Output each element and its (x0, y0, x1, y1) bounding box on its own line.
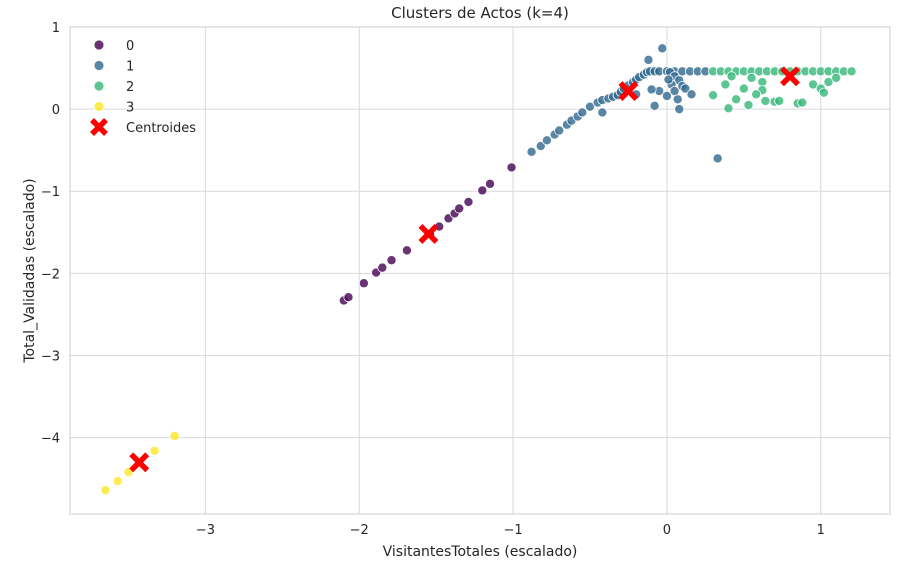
data-point-cluster-1 (643, 54, 654, 65)
data-point-cluster-0 (463, 196, 474, 207)
data-point-cluster-2 (808, 79, 819, 90)
data-point-cluster-1 (554, 125, 565, 136)
chart-title: Clusters de Actos (k=4) (391, 4, 569, 22)
legend-label: 0 (126, 39, 134, 54)
data-point-cluster-2 (823, 77, 834, 88)
data-point-cluster-0 (454, 203, 465, 214)
data-point-cluster-3 (123, 467, 134, 478)
data-point-cluster-1 (674, 104, 685, 115)
x-tick-label: −1 (503, 523, 522, 538)
data-point-cluster-2 (720, 79, 731, 90)
data-point-cluster-1 (712, 153, 723, 164)
data-point-cluster-2 (738, 83, 749, 94)
data-point-cluster-2 (774, 95, 785, 106)
y-tick-label: −2 (41, 267, 60, 282)
data-point-cluster-1 (680, 83, 691, 94)
data-point-cluster-0 (343, 292, 354, 303)
legend-centroid-marker (90, 118, 108, 136)
data-point-cluster-1 (646, 84, 657, 95)
data-point-cluster-1 (585, 101, 596, 112)
data-point-cluster-3 (100, 485, 111, 496)
x-tick-label: −2 (350, 523, 369, 538)
data-point-cluster-0 (386, 255, 397, 266)
data-point-cluster-2 (797, 97, 808, 108)
legend-marker (93, 80, 105, 92)
data-point-cluster-2 (726, 71, 737, 82)
y-axis-label: Total_Validadas (escalado) (22, 178, 38, 363)
legend-marker (93, 60, 105, 71)
data-point-cluster-1 (669, 86, 680, 97)
data-point-cluster-1 (597, 107, 608, 118)
data-point-cluster-0 (401, 245, 412, 256)
data-point-cluster-2 (731, 94, 742, 105)
data-point-cluster-1 (661, 90, 672, 101)
data-point-cluster-0 (358, 278, 369, 289)
legend-label: 1 (126, 60, 134, 75)
y-tick-label: 1 (52, 21, 60, 36)
data-point-cluster-1 (577, 107, 588, 118)
data-point-cluster-0 (484, 178, 495, 189)
legend-item-centroides: Centroides (90, 118, 196, 136)
legend-marker (93, 101, 105, 112)
data-point-cluster-3 (149, 445, 160, 456)
data-point-cluster-2 (751, 89, 762, 100)
legend-item-3: 3 (93, 101, 134, 116)
data-point-cluster-1 (657, 43, 668, 54)
centroid-marker (418, 224, 439, 244)
centroid-marker (129, 452, 150, 473)
legend-item-0: 0 (93, 39, 134, 54)
y-tick-label: 0 (52, 103, 60, 118)
data-point-cluster-1 (526, 146, 537, 157)
data-point-cluster-1 (541, 135, 552, 146)
x-tick-label: −3 (196, 523, 215, 538)
y-tick-label: −1 (41, 185, 60, 200)
data-point-cluster-2 (846, 66, 857, 77)
data-point-cluster-1 (649, 100, 660, 111)
legend-item-1: 1 (93, 60, 134, 75)
data-point-cluster-2 (831, 72, 842, 83)
legend: 0 1 2 3 Centroides (90, 39, 196, 136)
plot-frame (69, 26, 891, 515)
centroid-marker (618, 81, 639, 102)
data-point-cluster-2 (818, 87, 829, 98)
legend-label: Centroides (126, 121, 196, 136)
y-tick-label: −4 (41, 432, 60, 447)
data-point-cluster-1 (535, 141, 546, 152)
tick-labels: −3 −2 −1 0 1 1 0 −1 −2 −3 −4 (41, 21, 825, 538)
x-tick-label: 0 (663, 523, 671, 538)
data-point-cluster-0 (477, 185, 488, 196)
data-point-cluster-1 (686, 89, 697, 100)
y-tick-label: −3 (41, 349, 60, 364)
data-point-cluster-2 (708, 90, 719, 101)
legend-label: 2 (126, 80, 134, 95)
data-point-cluster-2 (746, 72, 757, 83)
x-tick-label: 1 (817, 523, 825, 538)
centroid-markers (129, 66, 800, 473)
data-point-cluster-2 (743, 100, 754, 111)
data-point-cluster-1 (663, 74, 674, 85)
centroid-marker (780, 66, 800, 87)
legend-label: 3 (126, 101, 134, 116)
data-point-cluster-0 (506, 162, 517, 173)
data-point-cluster-2 (760, 95, 771, 106)
legend-item-2: 2 (93, 80, 134, 95)
x-axis-label: VisitantesTotales (escalado) (383, 544, 578, 560)
data-point-cluster-3 (112, 476, 123, 487)
data-point-cluster-3 (169, 430, 180, 441)
data-points (100, 43, 857, 496)
data-point-cluster-2 (723, 103, 734, 114)
data-point-cluster-0 (377, 262, 388, 273)
legend-marker (93, 39, 105, 51)
